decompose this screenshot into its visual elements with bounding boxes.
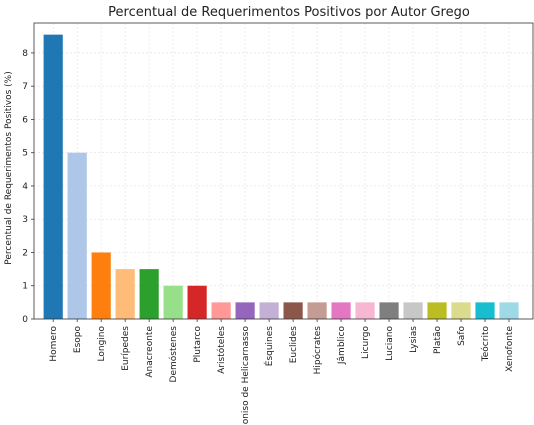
x-tick-label: Teócrito	[480, 326, 491, 363]
bar	[475, 302, 495, 319]
bar	[427, 302, 447, 319]
bar	[43, 34, 63, 320]
x-tick-label: Aristóteles	[216, 326, 227, 374]
x-tick-label: Esopo	[73, 326, 83, 354]
bar	[355, 302, 375, 319]
y-tick-label: 3	[22, 215, 28, 225]
bar	[115, 269, 135, 319]
bar	[211, 302, 231, 319]
bars	[43, 34, 519, 320]
chart-title: Percentual de Requerimentos Positivos po…	[108, 5, 470, 20]
y-tick-label: 0	[22, 315, 28, 325]
x-tick-label: Anacreonte	[145, 326, 155, 378]
grid-lines	[34, 23, 533, 320]
bar	[379, 302, 399, 319]
x-tick-label: Licurgo	[361, 326, 371, 359]
x-tick-label: Ésquines	[263, 326, 275, 367]
x-tick-label: Plutarco	[193, 326, 203, 363]
bar	[307, 302, 327, 319]
bar	[139, 269, 159, 319]
bar	[187, 285, 207, 319]
y-axis-label: Percentual de Requerimentos Positivos (%…	[4, 71, 14, 264]
x-ticks: Homero Esopo Longino Eurípedes Anacreonte Dem…	[49, 319, 515, 425]
y-tick-label: 4	[22, 182, 28, 192]
bar	[403, 302, 423, 319]
y-tick-label: 1	[22, 282, 28, 292]
x-tick-label: Lysias	[409, 326, 419, 353]
x-tick-label: Luciano	[385, 326, 395, 361]
x-tick-label: Hipócrates	[312, 326, 323, 375]
x-tick-label: Safo	[457, 326, 467, 346]
x-tick-label: Dioniso de Helicarnasso	[241, 326, 251, 425]
bar	[163, 285, 183, 319]
y-tick-label: 6	[22, 115, 28, 125]
bar	[499, 302, 519, 319]
y-tick-label: 7	[22, 82, 28, 92]
y-tick-label: 8	[22, 49, 28, 59]
bar	[451, 302, 471, 319]
bar	[67, 152, 87, 319]
x-tick-label: Homero	[49, 326, 59, 362]
y-tick-label: 5	[22, 149, 28, 159]
y-ticks: 0 1 2 3 4 5 6 7 8	[22, 49, 34, 325]
x-tick-label: Xenofonte	[505, 326, 515, 372]
bar	[283, 302, 303, 319]
x-tick-label: Demóstenes	[168, 326, 179, 383]
x-tick-label: Euclides	[289, 326, 299, 364]
x-tick-label: Eurípedes	[121, 326, 131, 371]
bar	[331, 302, 351, 319]
x-tick-label: Jâmblico	[337, 326, 347, 366]
x-tick-label: Longino	[97, 326, 107, 362]
bar	[259, 302, 279, 319]
x-tick-label: Platão	[433, 326, 443, 354]
bar	[235, 302, 255, 319]
y-tick-label: 2	[22, 248, 28, 258]
bar	[91, 252, 111, 319]
plot-frame	[33, 22, 534, 320]
